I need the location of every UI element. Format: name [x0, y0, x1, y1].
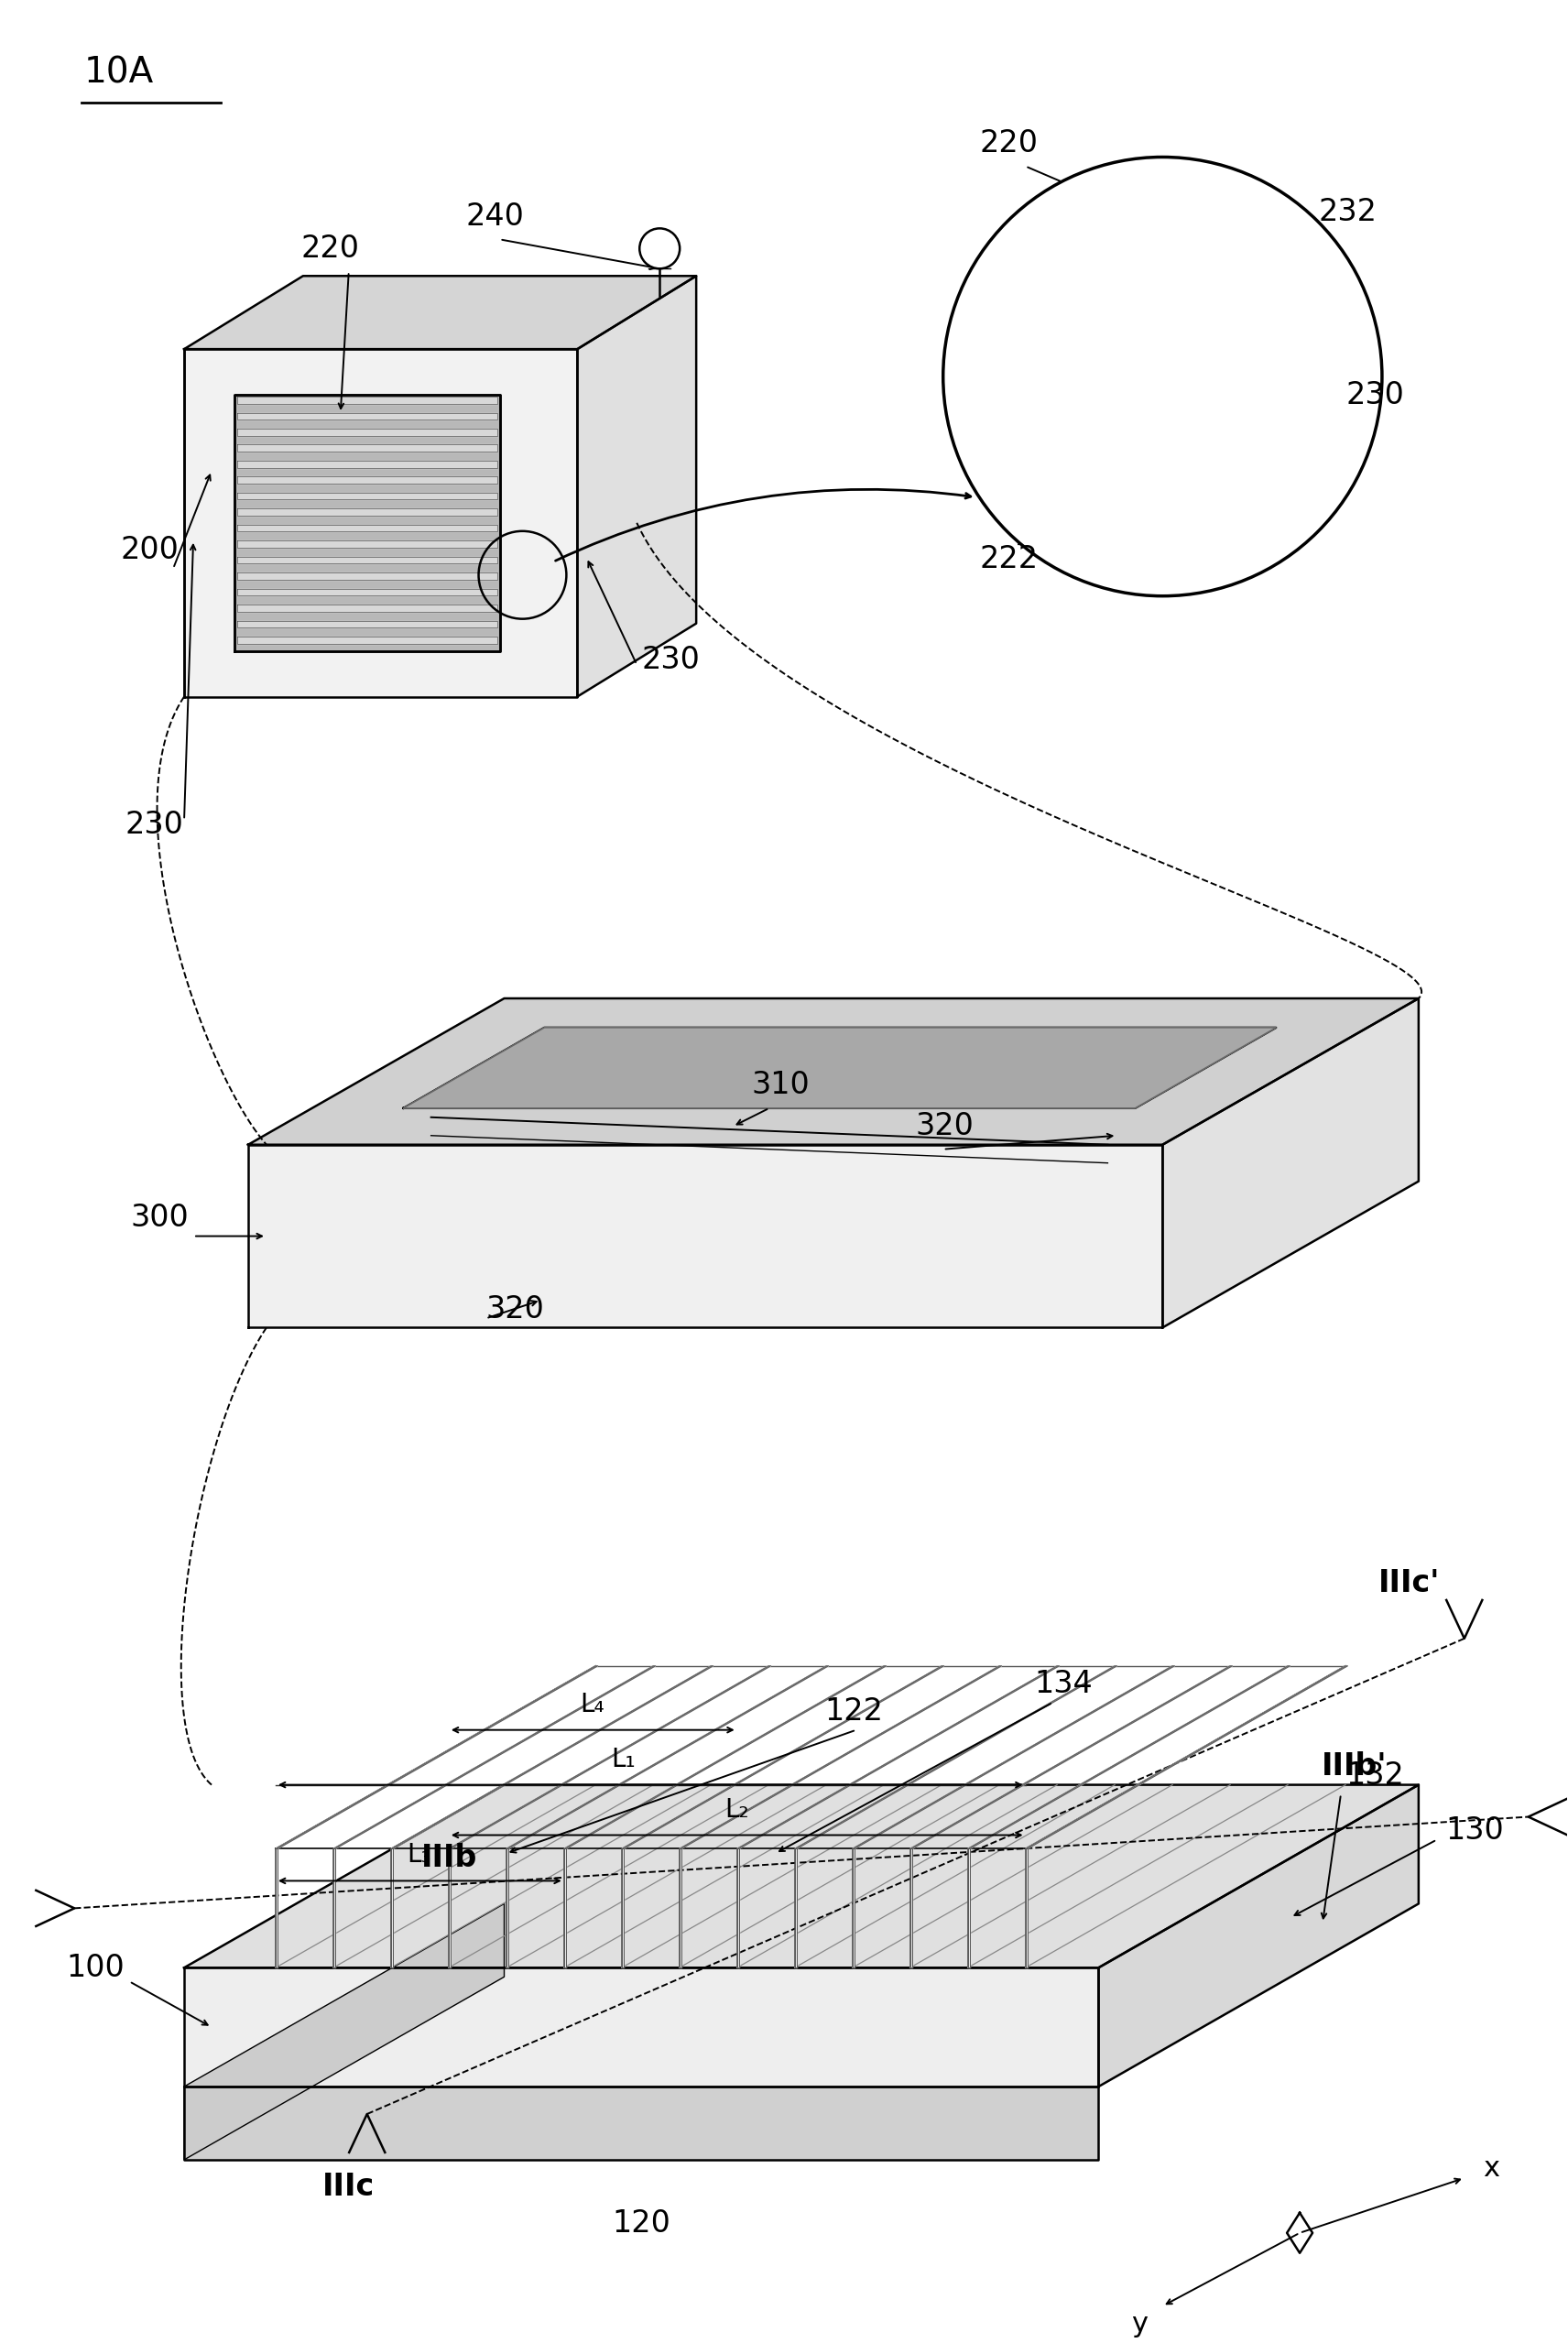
Text: 10A: 10A — [83, 56, 154, 91]
Polygon shape — [237, 572, 497, 579]
Text: 310: 310 — [751, 1071, 809, 1101]
Text: 232: 232 — [1319, 197, 1377, 227]
Polygon shape — [737, 1666, 1060, 1849]
Polygon shape — [237, 462, 497, 469]
Polygon shape — [237, 508, 497, 515]
Polygon shape — [237, 429, 497, 436]
Polygon shape — [506, 1666, 828, 1849]
Polygon shape — [390, 1666, 713, 1849]
Polygon shape — [909, 1849, 913, 1968]
Text: 220: 220 — [980, 129, 1038, 159]
Text: 200: 200 — [121, 534, 179, 565]
Polygon shape — [237, 525, 497, 532]
Polygon shape — [448, 1666, 771, 1849]
Polygon shape — [276, 1666, 597, 1849]
Polygon shape — [390, 1849, 394, 1968]
Polygon shape — [967, 1849, 971, 1968]
Polygon shape — [183, 276, 696, 349]
Polygon shape — [564, 1849, 566, 1968]
Polygon shape — [334, 1666, 655, 1849]
Text: 134: 134 — [1035, 1668, 1093, 1699]
Polygon shape — [237, 396, 497, 403]
Polygon shape — [577, 276, 696, 696]
Polygon shape — [276, 1849, 278, 1968]
Polygon shape — [795, 1849, 797, 1968]
Text: IIIb': IIIb' — [1322, 1753, 1388, 1781]
Polygon shape — [1025, 1849, 1027, 1968]
Text: IIIc': IIIc' — [1378, 1567, 1441, 1598]
Polygon shape — [1287, 2212, 1312, 2254]
Polygon shape — [403, 1029, 1276, 1108]
Text: 222: 222 — [980, 544, 1038, 574]
Text: 100: 100 — [66, 1952, 125, 1982]
Text: IIIb: IIIb — [422, 1844, 477, 1872]
Polygon shape — [237, 476, 497, 483]
Text: 130: 130 — [1446, 1816, 1504, 1846]
Polygon shape — [621, 1666, 944, 1849]
Polygon shape — [564, 1666, 886, 1849]
Circle shape — [640, 227, 681, 269]
Polygon shape — [853, 1849, 855, 1968]
Polygon shape — [679, 1666, 1002, 1849]
Polygon shape — [334, 1849, 336, 1968]
Polygon shape — [235, 396, 500, 651]
Text: 240: 240 — [466, 201, 524, 232]
Text: 120: 120 — [612, 2209, 671, 2240]
Text: IIIc: IIIc — [323, 2172, 375, 2202]
Text: 320: 320 — [486, 1293, 544, 1324]
Polygon shape — [1099, 1785, 1419, 2088]
Text: L₂: L₂ — [724, 1797, 748, 1823]
Polygon shape — [1162, 998, 1419, 1328]
Polygon shape — [248, 998, 1419, 1146]
Polygon shape — [183, 1785, 1419, 1968]
Polygon shape — [1025, 1666, 1347, 1849]
Polygon shape — [737, 1849, 739, 1968]
Polygon shape — [909, 1666, 1232, 1849]
Polygon shape — [237, 604, 497, 612]
Polygon shape — [237, 412, 497, 419]
Polygon shape — [795, 1666, 1116, 1849]
Text: 230: 230 — [125, 811, 183, 839]
Polygon shape — [448, 1849, 452, 1968]
Text: 220: 220 — [301, 234, 359, 265]
Text: L₁: L₁ — [612, 1746, 635, 1771]
Polygon shape — [237, 588, 497, 595]
Text: 230: 230 — [641, 644, 699, 675]
Polygon shape — [183, 349, 577, 696]
Polygon shape — [237, 558, 497, 565]
Polygon shape — [183, 1905, 505, 2160]
Text: y: y — [1132, 2310, 1148, 2338]
Polygon shape — [853, 1666, 1174, 1849]
Polygon shape — [506, 1849, 508, 1968]
Text: L₃: L₃ — [408, 1842, 431, 1867]
Text: x: x — [1483, 2156, 1499, 2181]
Polygon shape — [237, 621, 497, 628]
Text: L₄: L₄ — [580, 1692, 604, 1717]
Polygon shape — [967, 1666, 1290, 1849]
Text: 300: 300 — [130, 1202, 188, 1232]
Circle shape — [942, 157, 1381, 595]
Text: 122: 122 — [825, 1696, 883, 1727]
Polygon shape — [679, 1849, 682, 1968]
Polygon shape — [183, 2088, 1099, 2160]
Polygon shape — [237, 637, 497, 644]
Text: 320: 320 — [916, 1111, 974, 1141]
Polygon shape — [183, 1968, 1099, 2088]
Text: 132: 132 — [1345, 1760, 1403, 1790]
Polygon shape — [621, 1849, 624, 1968]
Polygon shape — [237, 492, 497, 499]
Text: 230: 230 — [1345, 380, 1403, 410]
Polygon shape — [237, 445, 497, 452]
Polygon shape — [403, 1029, 1276, 1108]
Polygon shape — [237, 541, 497, 548]
Polygon shape — [248, 1146, 1162, 1328]
